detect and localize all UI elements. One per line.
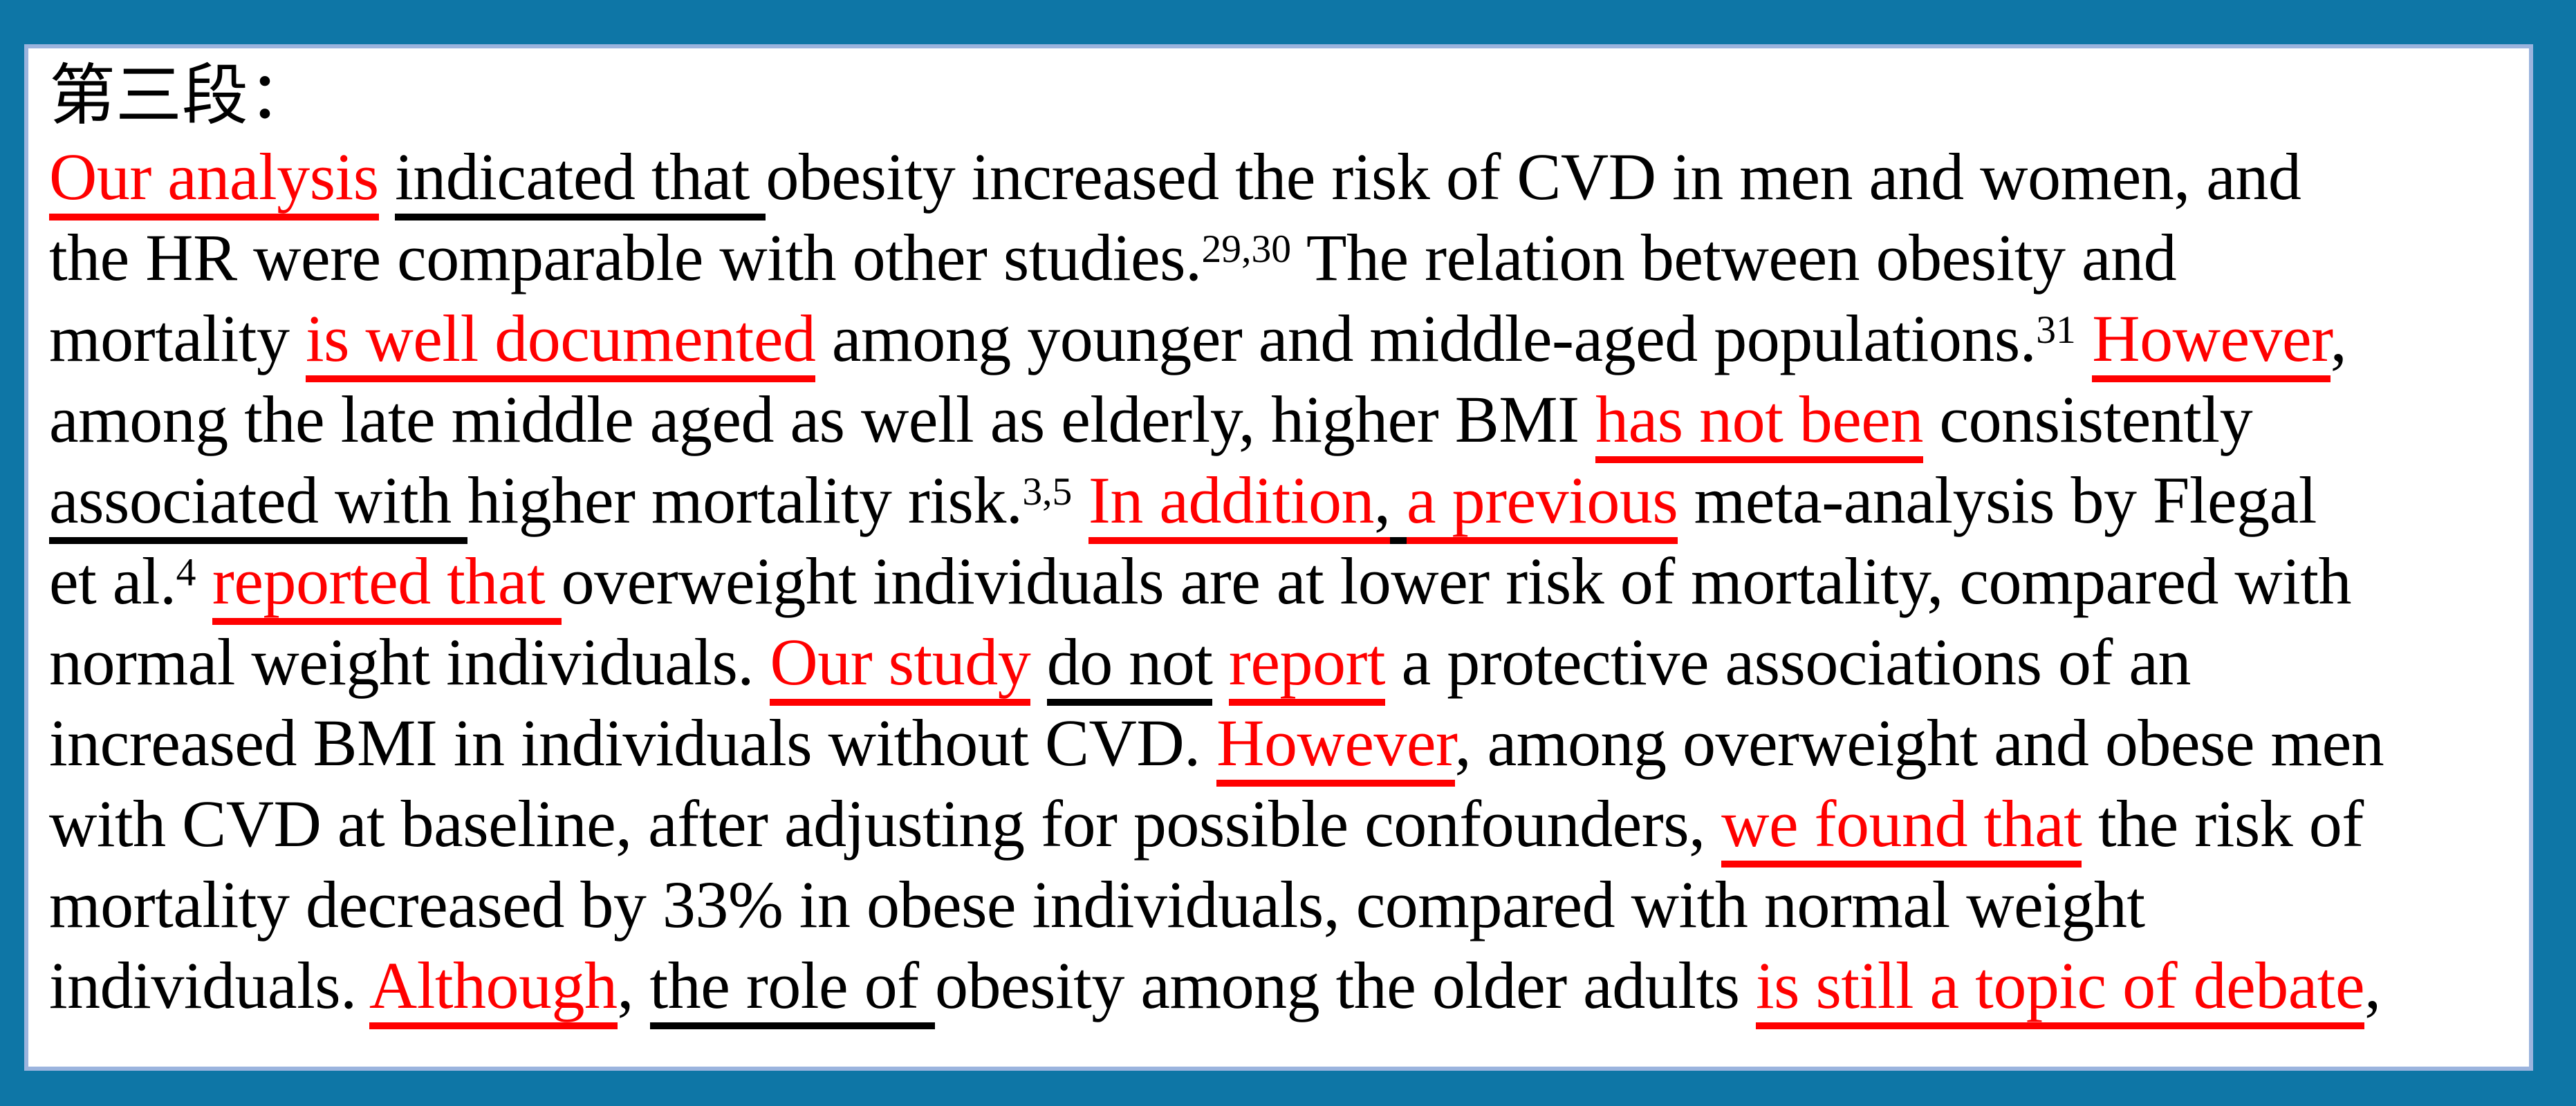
red-underlined-phrase: Although <box>369 948 618 1029</box>
text-segment: et al. <box>49 544 176 618</box>
text-segment <box>379 140 396 214</box>
black-underlined-phrase: do not <box>1046 625 1213 706</box>
red-underlined-phrase: we found that <box>1721 787 2082 868</box>
red-underlined-phrase: report <box>1228 625 1386 706</box>
red-underlined-phrase: is still a topic of debate <box>1755 948 2365 1029</box>
text-segment: the risk of <box>2082 787 2364 861</box>
text-segment: consistently <box>1922 382 2253 456</box>
black-underlined-phrase: associated with <box>49 463 468 544</box>
text-segment <box>1072 463 1088 537</box>
text-segment: obesity increased the risk of CVD in men… <box>766 140 2301 214</box>
text-segment: mortality <box>49 301 306 375</box>
black-underlined-phrase: the role of <box>649 948 936 1029</box>
text-segment: , <box>2330 301 2347 375</box>
text-segment: the HR were comparable with other studie… <box>49 221 1202 294</box>
text-segment: with CVD at baseline, after adjusting fo… <box>49 787 1722 861</box>
text-line: normal weight individuals. Our study do … <box>49 621 2521 706</box>
red-underlined-phrase: In addition <box>1088 463 1374 544</box>
text-segment: mortality decreased by 33% in obese indi… <box>49 868 2145 941</box>
text-line: with CVD at baseline, after adjusting fo… <box>49 783 2521 868</box>
text-line: mortality decreased by 33% in obese indi… <box>49 864 2521 945</box>
text-line: the HR were comparable with other studie… <box>49 217 2521 298</box>
text-segment: among younger and middle-aged population… <box>815 301 2037 375</box>
text-segment: a protective associations of an <box>1385 625 2192 699</box>
text-segment: , <box>2364 948 2381 1022</box>
text-segment: obesity among the older adults <box>935 948 1756 1022</box>
text-line: Our analysis indicated that obesity incr… <box>49 136 2521 221</box>
text-line: associated with higher mortality risk.3,… <box>49 460 2521 544</box>
text-line: among the late middle aged as well as el… <box>49 379 2521 463</box>
text-segment: , <box>617 948 650 1022</box>
text-segment: individuals. <box>49 948 369 1022</box>
superscript-citation: 29,30 <box>1201 227 1292 272</box>
text-segment: The relation between obesity and <box>1291 221 2177 294</box>
text-line: increased BMI in individuals without CVD… <box>49 702 2521 787</box>
red-underlined-phrase: Our analysis <box>49 140 379 221</box>
red-underlined-phrase: is well documented <box>305 301 816 382</box>
text-line: mortality is well documented among young… <box>49 298 2521 382</box>
text-line: individuals. Although, the role of obesi… <box>49 945 2521 1029</box>
superscript-citation: 31 <box>2036 308 2076 353</box>
text-segment: among the late middle aged as well as el… <box>49 382 1596 456</box>
red-underlined-phrase: Our study <box>770 625 1031 706</box>
red-underlined-phrase: However <box>1216 706 1455 787</box>
text-segment: normal weight individuals. <box>49 625 770 699</box>
text-segment: overweight individuals are at lower risk… <box>561 544 2352 618</box>
superscript-citation: 4 <box>176 551 196 595</box>
black-underlined-phrase <box>1390 463 1407 544</box>
superscript-citation: 3,5 <box>1022 470 1073 514</box>
red-underline-segment: , <box>1373 463 1391 544</box>
text-line: et al.4 reported that overweight individ… <box>49 541 2521 625</box>
text-panel: 第三段： Our analysis indicated that obesity… <box>24 44 2533 1071</box>
paragraph-heading: 第三段： <box>49 59 315 133</box>
text-segment: increased BMI in individuals without CVD… <box>49 706 1217 780</box>
text-segment: meta-analysis by Flegal <box>1678 463 2317 537</box>
text-segment: , among overweight and obese men <box>1454 706 2384 780</box>
text-segment <box>196 544 212 618</box>
red-underlined-phrase: has not been <box>1595 382 1923 463</box>
text-segment <box>1030 625 1047 699</box>
text-segment <box>1212 625 1229 699</box>
red-underlined-phrase: However <box>2092 301 2331 382</box>
red-underlined-phrase: reported that <box>212 544 562 625</box>
text-segment: higher mortality risk. <box>467 463 1023 537</box>
text-segment <box>2076 301 2093 375</box>
red-underlined-phrase: a previous <box>1406 463 1678 544</box>
black-underlined-phrase: indicated that <box>395 140 766 221</box>
